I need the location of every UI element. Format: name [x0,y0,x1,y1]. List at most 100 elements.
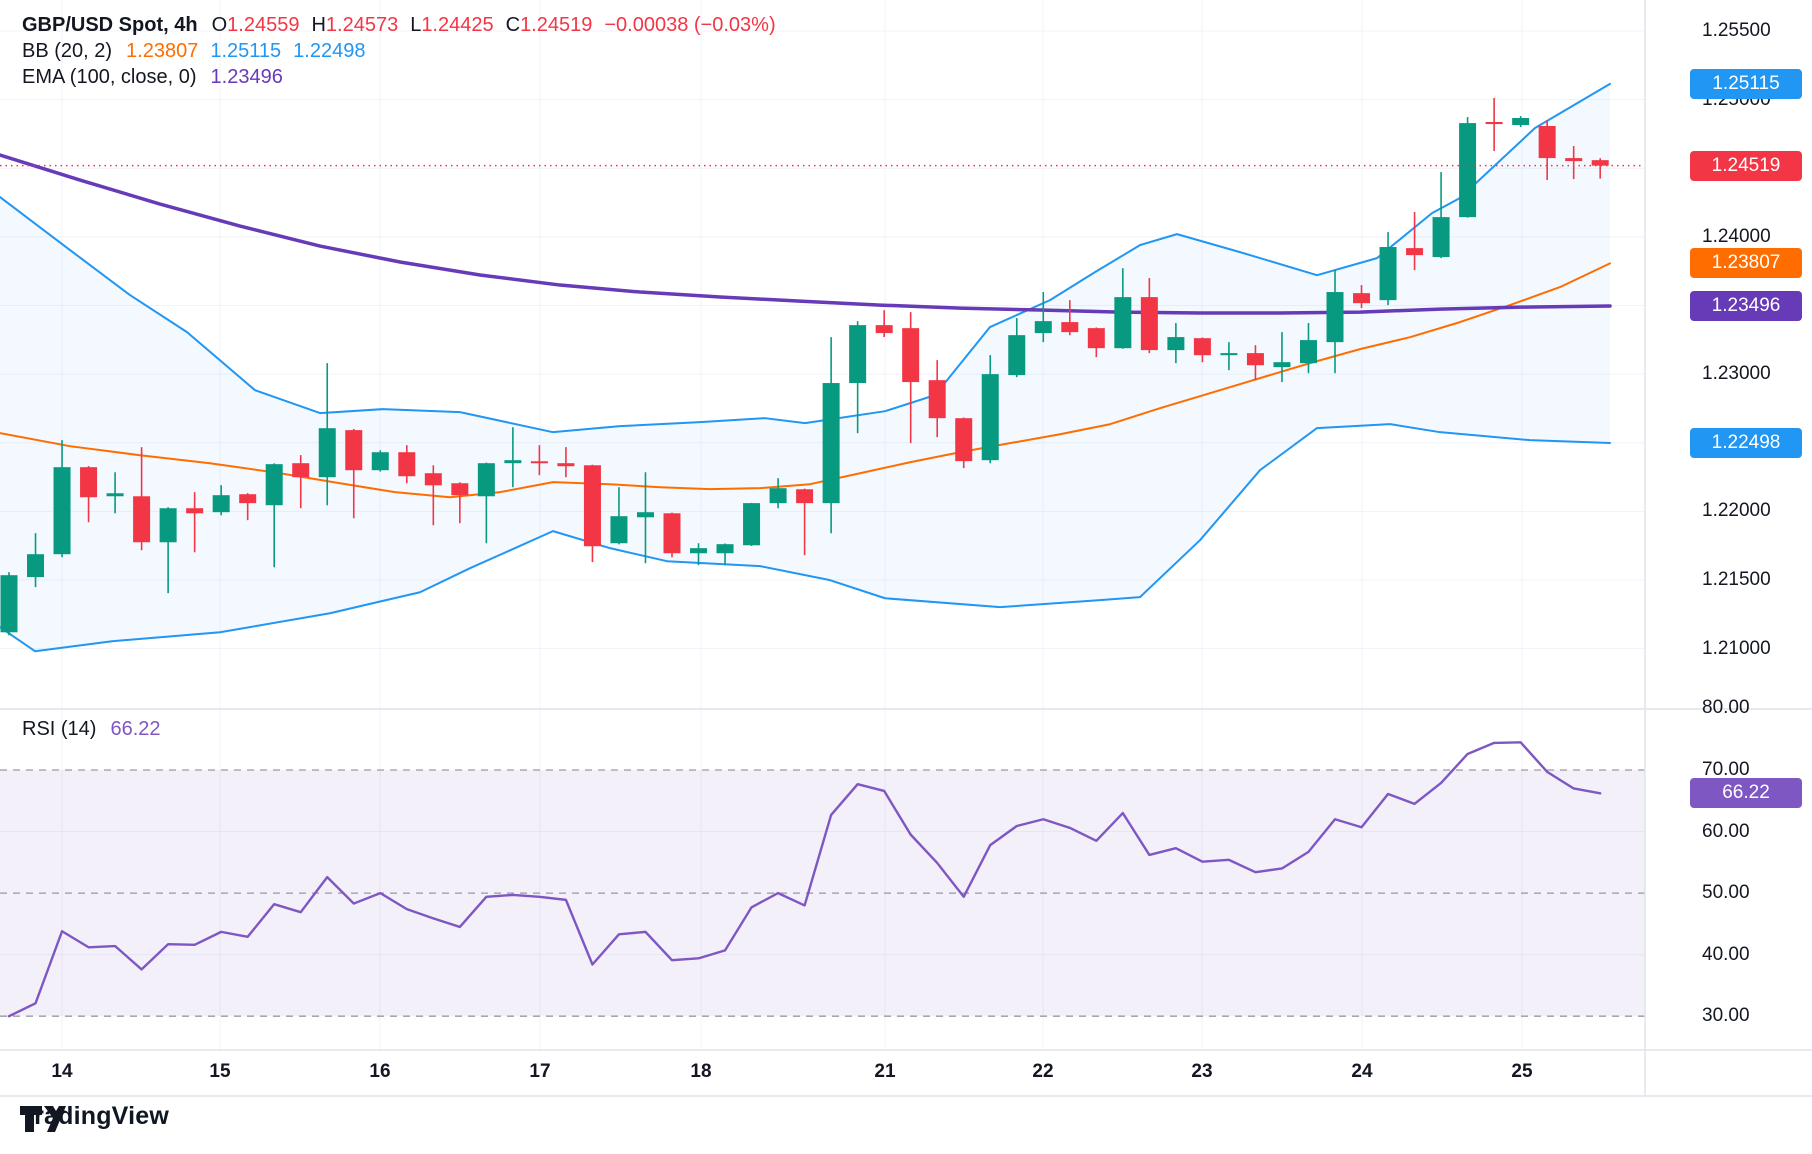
candle [690,543,708,566]
price-badge: 1.23496 [1690,291,1802,322]
candle [345,429,363,519]
candle-body [371,452,389,471]
time-tick-label-25: 25 [1511,1061,1533,1082]
time-tick-label-21: 21 [874,1061,896,1082]
time-tick-label-24: 24 [1351,1061,1373,1082]
candle-body [928,380,946,419]
candle [1246,345,1264,381]
rsi-tick-label: 80.00 [1702,697,1750,719]
candle [875,310,893,338]
rsi-tick-label: 60.00 [1702,820,1750,842]
candle [504,427,522,488]
tradingview-logo[interactable]: TradingView [20,1102,169,1132]
candle [27,533,45,588]
candle-body [902,328,920,383]
time-tick-label-22: 22 [1032,1061,1054,1082]
price-tick-label: 1.21000 [1702,637,1771,659]
candle-body [1538,125,1556,159]
candle [1114,268,1132,349]
candle [796,488,814,556]
bollinger-fill [0,83,1610,652]
candle-body [477,463,495,497]
candle-body [822,383,840,504]
time-scale[interactable]: 14 15 16 17 18 21 22 23 24 25 [0,1050,1812,1096]
price-tick-label: 1.24000 [1702,225,1771,247]
candle [133,447,151,551]
price-badge: 1.25115 [1690,68,1802,99]
candle-body [583,465,601,547]
time-tick-label-15: 15 [209,1061,231,1082]
candle [530,445,548,476]
legend-rsi: RSI (14) 66.22 [22,716,173,742]
candle-body [1485,121,1503,125]
candle [583,464,601,563]
ohlc-open: O1.24559 [211,13,300,36]
candle-body [424,473,442,486]
ema-value: 1.23496 [210,65,283,88]
candle [186,492,204,553]
candle [1193,337,1211,363]
price-change: −0.00038 (−0.03%) [604,13,776,36]
ohlc-low: L1.24425 [410,13,494,36]
candle [636,472,654,564]
ema-indicator-title[interactable]: EMA (100, close, 0) [22,65,197,88]
price-scale[interactable]: 1.25500 1.25000 1.24000 1.23000 1.22000 1.215… [1646,0,1812,1096]
candle-body [875,325,893,334]
legend-symbol-row: GBP/USD Spot, 4h O1.24559 H1.24573 L1.24… [22,12,776,38]
candle-body [1512,118,1530,126]
candle-body [1220,353,1238,356]
candle-body [345,430,363,471]
legend-rsi-row: RSI (14) 66.22 [22,716,173,742]
candle [212,485,230,516]
candle [1353,285,1371,309]
candle [1167,323,1185,364]
candle [292,455,310,509]
candle-body [53,467,71,555]
candle-body [1246,353,1264,366]
candle [424,465,442,526]
candle-body [212,495,230,513]
candle [1299,323,1317,374]
symbol-title[interactable]: GBP/USD Spot, 4h [22,13,198,36]
candle [849,321,867,434]
candle [822,337,840,534]
rsi-tick-label: 40.00 [1702,943,1750,965]
candle-body [1140,297,1158,351]
rsi-line [7,741,1602,1018]
price-tick-label: 1.25500 [1702,20,1771,41]
time-tick-label-23: 23 [1191,1061,1213,1082]
legend-main: GBP/USD Spot, 4h O1.24559 H1.24573 L1.24… [22,12,776,90]
candle [743,502,761,546]
candle-body [1087,328,1105,349]
bb-indicator-title[interactable]: BB (20, 2) [22,39,113,62]
candle [1140,278,1158,354]
bollinger-lower-line [0,423,1611,653]
candle [557,447,575,478]
candle [1512,116,1530,128]
candle-body [27,554,45,578]
candle-body [1326,292,1344,343]
candle-body [106,493,124,497]
candle-body [1008,335,1026,376]
candle [1538,120,1556,181]
candle [0,572,18,636]
candle [371,450,389,472]
price-badge: 1.24519 [1690,150,1802,181]
candle [1565,146,1583,180]
candle-body [1459,123,1477,218]
candle [265,463,283,568]
ohlc-high: H1.24573 [311,13,399,36]
candle-body [1432,217,1450,258]
candle [80,466,98,523]
candle-body [1591,160,1609,166]
candle [1008,318,1026,378]
rsi-indicator-title[interactable]: RSI (14) [22,717,97,740]
bollinger-basis-line [0,262,1611,499]
candle [1034,292,1052,343]
time-tick-label-14: 14 [51,1061,73,1082]
tradingview-logo-icon [20,1106,66,1132]
rsi-tick-label: 50.00 [1702,882,1750,904]
time-tick-label-17: 17 [529,1061,551,1082]
candle-body [1406,248,1424,256]
